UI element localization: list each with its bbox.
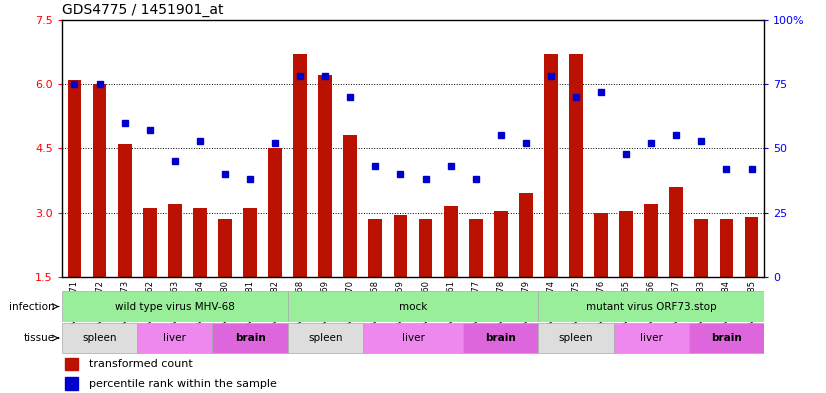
Text: liver: liver xyxy=(164,333,186,343)
Text: liver: liver xyxy=(401,333,425,343)
Bar xyxy=(218,219,232,277)
Bar xyxy=(65,358,78,370)
Text: percentile rank within the sample: percentile rank within the sample xyxy=(88,378,277,389)
Text: brain: brain xyxy=(486,333,516,343)
Bar xyxy=(268,148,282,277)
Text: brain: brain xyxy=(711,333,742,343)
Bar xyxy=(68,80,82,277)
Bar xyxy=(669,187,683,277)
Bar xyxy=(569,54,583,277)
Bar xyxy=(212,323,287,353)
Text: mutant virus ORF73.stop: mutant virus ORF73.stop xyxy=(586,301,716,312)
Bar xyxy=(344,136,357,277)
Bar xyxy=(644,204,658,277)
Text: spleen: spleen xyxy=(308,333,343,343)
Text: spleen: spleen xyxy=(558,333,593,343)
Text: liver: liver xyxy=(640,333,662,343)
Text: infection: infection xyxy=(9,301,55,312)
Bar xyxy=(695,219,708,277)
Bar xyxy=(287,292,539,321)
Bar xyxy=(62,292,287,321)
Text: transformed count: transformed count xyxy=(88,359,192,369)
Bar xyxy=(494,211,508,277)
Bar xyxy=(444,206,458,277)
Bar xyxy=(689,323,764,353)
Bar xyxy=(519,193,533,277)
Bar xyxy=(243,208,257,277)
Bar xyxy=(318,75,332,277)
Bar xyxy=(539,292,764,321)
Bar xyxy=(368,219,382,277)
Text: mock: mock xyxy=(399,301,427,312)
Text: tissue: tissue xyxy=(23,333,55,343)
Text: brain: brain xyxy=(235,333,265,343)
Bar xyxy=(614,323,689,353)
Bar xyxy=(594,213,608,277)
Bar xyxy=(293,54,307,277)
Bar xyxy=(287,323,363,353)
Bar xyxy=(469,219,482,277)
Bar xyxy=(620,211,633,277)
Bar xyxy=(419,219,433,277)
Bar xyxy=(544,54,558,277)
Bar xyxy=(168,204,182,277)
Text: wild type virus MHV-68: wild type virus MHV-68 xyxy=(115,301,235,312)
Bar xyxy=(719,219,733,277)
Bar xyxy=(363,323,463,353)
Bar xyxy=(539,323,614,353)
Text: spleen: spleen xyxy=(83,333,116,343)
Bar xyxy=(137,323,212,353)
Bar xyxy=(193,208,206,277)
Bar xyxy=(463,323,539,353)
Bar xyxy=(393,215,407,277)
Bar xyxy=(65,377,78,390)
Bar xyxy=(143,208,157,277)
Bar xyxy=(62,323,137,353)
Bar xyxy=(118,144,131,277)
Bar xyxy=(93,84,107,277)
Bar xyxy=(744,217,758,277)
Text: GDS4775 / 1451901_at: GDS4775 / 1451901_at xyxy=(62,3,224,17)
